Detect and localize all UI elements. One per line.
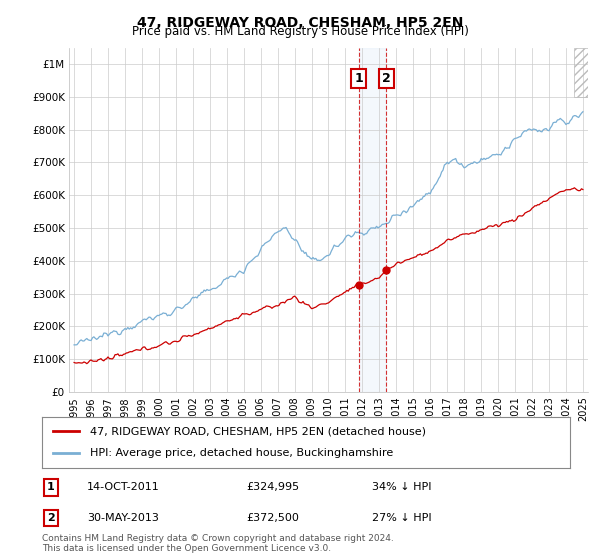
- Text: 27% ↓ HPI: 27% ↓ HPI: [372, 513, 431, 523]
- Text: Price paid vs. HM Land Registry's House Price Index (HPI): Price paid vs. HM Land Registry's House …: [131, 25, 469, 38]
- Text: 2: 2: [382, 72, 391, 85]
- Text: £372,500: £372,500: [246, 513, 299, 523]
- Bar: [359, 48, 386, 392]
- Text: 1: 1: [355, 72, 363, 85]
- Text: 14-OCT-2011: 14-OCT-2011: [87, 482, 160, 492]
- Text: 47, RIDGEWAY ROAD, CHESHAM, HP5 2EN (detached house): 47, RIDGEWAY ROAD, CHESHAM, HP5 2EN (det…: [89, 426, 425, 436]
- Text: 34% ↓ HPI: 34% ↓ HPI: [372, 482, 431, 492]
- Text: 47, RIDGEWAY ROAD, CHESHAM, HP5 2EN: 47, RIDGEWAY ROAD, CHESHAM, HP5 2EN: [137, 16, 463, 30]
- Text: 30-MAY-2013: 30-MAY-2013: [87, 513, 159, 523]
- Text: HPI: Average price, detached house, Buckinghamshire: HPI: Average price, detached house, Buck…: [89, 449, 393, 459]
- Text: £324,995: £324,995: [246, 482, 299, 492]
- Text: 1: 1: [47, 482, 55, 492]
- Text: Contains HM Land Registry data © Crown copyright and database right 2024.
This d: Contains HM Land Registry data © Crown c…: [42, 534, 394, 553]
- Text: 2: 2: [47, 513, 55, 523]
